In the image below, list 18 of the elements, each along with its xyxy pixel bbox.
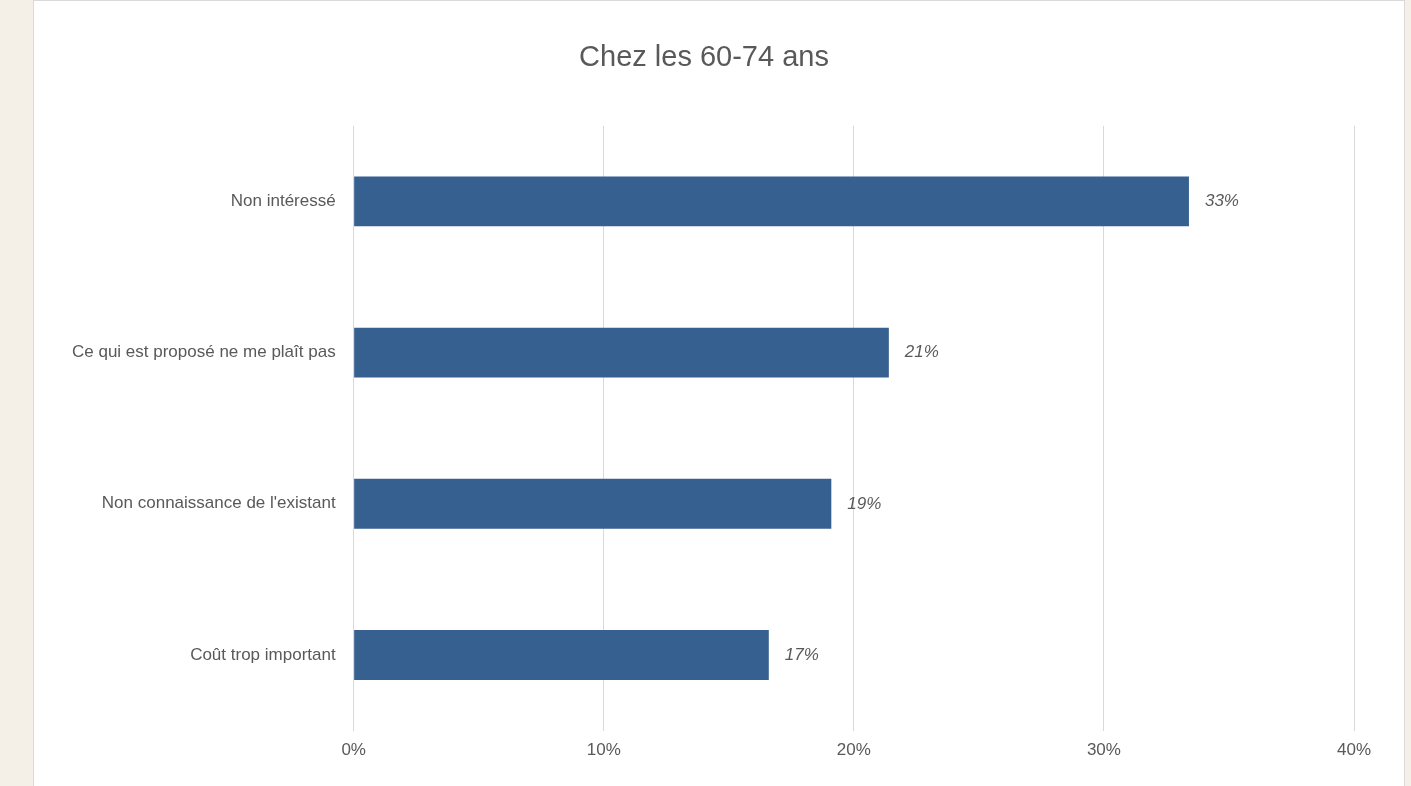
bar [354,176,1189,227]
data-label: 21% [903,342,939,362]
y-tick-label: Non connaissance de l'existant [101,493,336,513]
x-tick-label: 30% [1086,740,1121,760]
x-tick-label: 40% [1336,740,1372,760]
bar [354,630,769,680]
x-tick-label: 10% [586,740,621,760]
bar [354,478,832,529]
data-label: 19% [847,493,882,513]
bar [354,327,889,378]
x-tick-label: 20% [836,740,871,760]
chart-title: Chez les 60-74 ans [579,40,829,73]
y-tick-label: Non intéressé [230,191,336,211]
y-tick-label: Coût trop important [190,644,336,664]
y-tick-label: Ce qui est proposé ne me plaît pas [71,342,336,362]
data-label: 17% [784,644,819,664]
x-tick-label: 0% [341,740,366,760]
data-label: 33% [1204,191,1239,211]
